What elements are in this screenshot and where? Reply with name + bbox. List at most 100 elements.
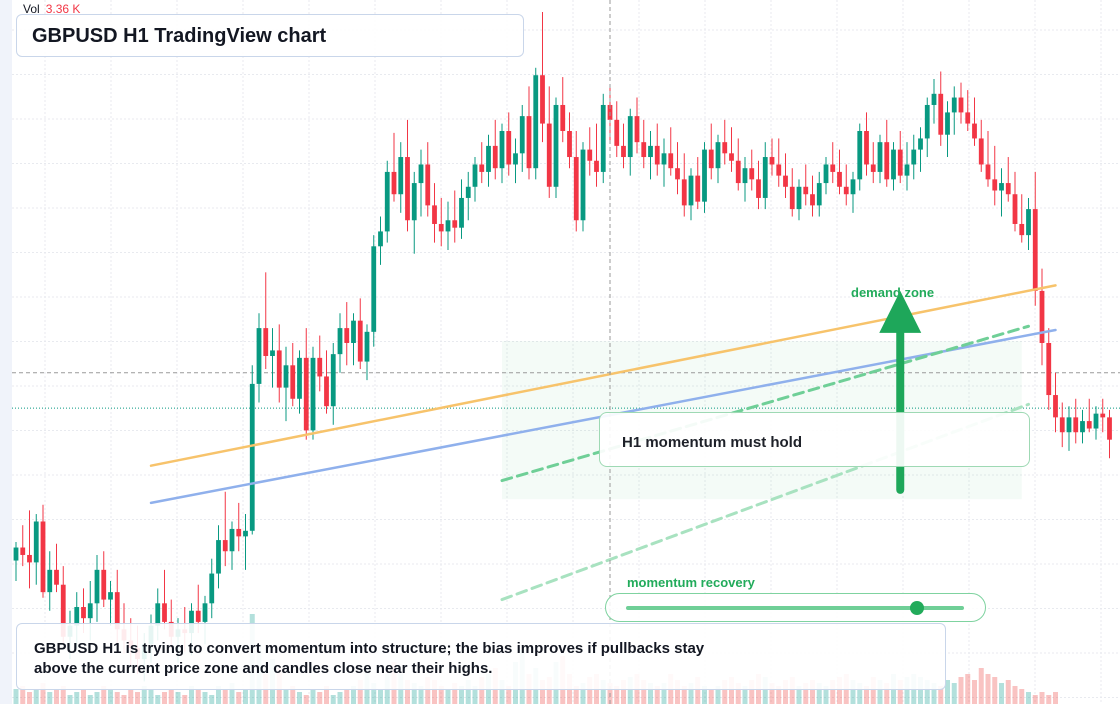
candle-body[interactable]: [216, 540, 221, 574]
candle-body[interactable]: [850, 179, 856, 195]
candle-body[interactable]: [1046, 342, 1052, 396]
candle-body[interactable]: [735, 160, 741, 184]
candle-body[interactable]: [33, 521, 39, 563]
candle-body[interactable]: [877, 142, 883, 172]
candle-body[interactable]: [276, 350, 282, 388]
candle-body[interactable]: [621, 145, 626, 158]
candle-body[interactable]: [256, 328, 262, 384]
candle-body[interactable]: [668, 153, 674, 169]
candle-body[interactable]: [459, 197, 464, 228]
candle-body[interactable]: [290, 365, 296, 399]
candle-body[interactable]: [155, 603, 161, 626]
candle-body[interactable]: [519, 116, 525, 154]
candle-body[interactable]: [985, 164, 991, 180]
candle-body[interactable]: [1107, 417, 1112, 440]
candle-body[interactable]: [384, 171, 390, 232]
candle-body[interactable]: [398, 157, 404, 195]
candle-body[interactable]: [675, 168, 680, 180]
candle-body[interactable]: [432, 205, 437, 224]
candle-body[interactable]: [303, 357, 309, 431]
candle-body[interactable]: [823, 164, 829, 184]
candle-body[interactable]: [411, 183, 417, 221]
candle-body[interactable]: [769, 157, 775, 165]
candle-body[interactable]: [222, 540, 228, 552]
candle-body[interactable]: [1026, 209, 1031, 236]
candle-body[interactable]: [958, 97, 964, 113]
candle-body[interactable]: [54, 569, 59, 585]
candle-body[interactable]: [1012, 194, 1018, 224]
candle-body[interactable]: [108, 592, 113, 600]
candle-body[interactable]: [708, 149, 714, 169]
candle-body[interactable]: [1039, 290, 1045, 343]
candle-body[interactable]: [783, 175, 788, 187]
candle-body[interactable]: [74, 607, 80, 626]
candle-body[interactable]: [999, 183, 1004, 191]
candle-body[interactable]: [27, 554, 32, 563]
candle-body[interactable]: [695, 175, 701, 202]
candle-body[interactable]: [189, 610, 194, 634]
candle-body[interactable]: [344, 328, 350, 343]
candle-body[interactable]: [283, 365, 289, 388]
candle-body[interactable]: [418, 164, 424, 184]
candle-body[interactable]: [405, 157, 410, 221]
candle-body[interactable]: [573, 157, 579, 221]
candle-body[interactable]: [722, 142, 728, 154]
candle-body[interactable]: [114, 592, 120, 630]
candle-body[interactable]: [1053, 395, 1058, 418]
candle-body[interactable]: [492, 145, 498, 169]
candle-body[interactable]: [857, 131, 863, 180]
candle-body[interactable]: [438, 223, 444, 232]
candle-body[interactable]: [580, 149, 586, 221]
candle-body[interactable]: [715, 142, 721, 169]
candle-body[interactable]: [978, 138, 984, 165]
candle-body[interactable]: [1019, 223, 1025, 236]
candle-body[interactable]: [661, 153, 667, 165]
candle-body[interactable]: [796, 186, 802, 210]
candle-body[interactable]: [762, 157, 768, 198]
candle-body[interactable]: [972, 123, 977, 139]
candle-body[interactable]: [540, 75, 545, 124]
candle-body[interactable]: [243, 530, 248, 537]
candle-body[interactable]: [249, 383, 255, 531]
candle-body[interactable]: [20, 547, 26, 555]
candle-body[interactable]: [499, 131, 505, 169]
candle-body[interactable]: [324, 376, 329, 407]
candle-body[interactable]: [843, 186, 849, 195]
candle-body[interactable]: [317, 357, 323, 377]
candle-body[interactable]: [634, 116, 640, 143]
slider-track[interactable]: [626, 606, 964, 610]
candle-body[interactable]: [486, 145, 491, 172]
candle-body[interactable]: [526, 116, 532, 169]
candle-body[interactable]: [864, 131, 869, 165]
candle-body[interactable]: [627, 116, 633, 158]
candle-body[interactable]: [445, 220, 451, 232]
candle-body[interactable]: [1093, 413, 1099, 429]
candle-body[interactable]: [506, 131, 512, 165]
candle-body[interactable]: [337, 328, 343, 355]
candle-body[interactable]: [513, 153, 518, 165]
candle-body[interactable]: [641, 142, 647, 158]
candle-body[interactable]: [40, 521, 46, 593]
candle-body[interactable]: [553, 104, 559, 187]
candle-body[interactable]: [830, 164, 836, 172]
candle-body[interactable]: [965, 112, 971, 124]
momentum-note-box[interactable]: H1 momentum must hold: [599, 412, 1030, 467]
candle-body[interactable]: [13, 547, 19, 561]
candle-body[interactable]: [742, 168, 748, 184]
candle-body[interactable]: [594, 160, 599, 172]
candle-body[interactable]: [600, 104, 606, 172]
candle-body[interactable]: [648, 145, 653, 158]
candle-body[interactable]: [465, 186, 471, 198]
momentum-recovery-slider[interactable]: [605, 593, 986, 622]
candle-body[interactable]: [810, 194, 815, 206]
candle-body[interactable]: [837, 171, 842, 187]
candle-body[interactable]: [60, 584, 66, 637]
candle-body[interactable]: [479, 164, 485, 172]
candle-body[interactable]: [1080, 421, 1085, 433]
candle-body[interactable]: [870, 164, 876, 172]
candle-body[interactable]: [546, 123, 552, 187]
candle-body[interactable]: [378, 231, 383, 247]
candle-body[interactable]: [789, 186, 795, 210]
candle-body[interactable]: [81, 607, 86, 619]
